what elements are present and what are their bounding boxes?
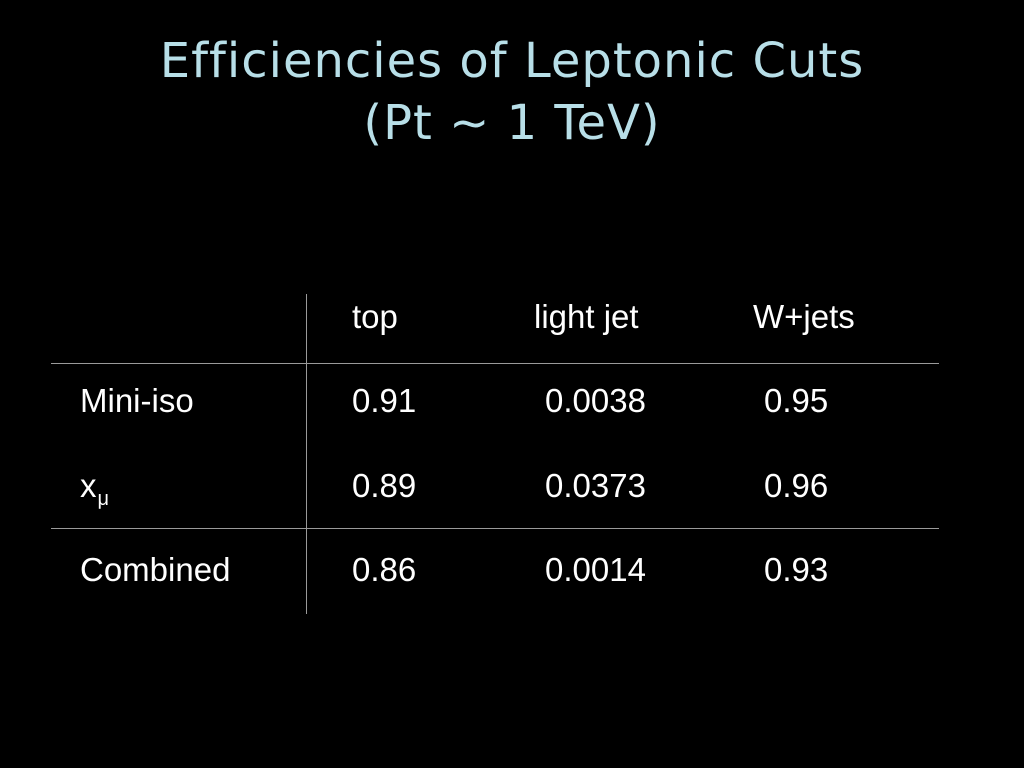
cell-combined-w-jets: 0.93 xyxy=(764,551,829,588)
combined-divider xyxy=(51,528,939,529)
row-label-combined: Combined xyxy=(80,550,230,590)
cell-mini-iso-light-jet: 0.0038 xyxy=(545,382,646,419)
table-vertical-divider xyxy=(306,294,307,614)
column-header-top: top xyxy=(352,298,398,335)
row-label-mini-iso: Mini-iso xyxy=(80,381,194,421)
column-header-w-jets: W+jets xyxy=(753,298,855,335)
row-label-subscript: μ xyxy=(97,488,110,510)
row-label-x-mu: xμ xyxy=(80,466,109,511)
cell-x-mu-w-jets: 0.96 xyxy=(764,467,829,504)
cell-combined-light-jet: 0.0014 xyxy=(545,551,646,588)
row-label-text: x xyxy=(80,467,97,504)
row-label-text: Combined xyxy=(80,551,231,588)
row-label-text: Mini-iso xyxy=(80,382,194,419)
cell-mini-iso-w-jets: 0.95 xyxy=(764,382,829,419)
header-divider xyxy=(51,363,939,364)
column-header-light-jet: light jet xyxy=(534,298,639,335)
title-line-2: (Pt ~ 1 TeV) xyxy=(363,95,661,151)
cell-combined-top: 0.86 xyxy=(352,551,417,588)
slide-title: Efficiencies of Leptonic Cuts (Pt ~ 1 Te… xyxy=(0,30,1024,154)
cell-mini-iso-top: 0.91 xyxy=(352,382,417,419)
title-line-1: Efficiencies of Leptonic Cuts xyxy=(159,33,865,89)
cell-x-mu-light-jet: 0.0373 xyxy=(545,467,646,504)
cell-x-mu-top: 0.89 xyxy=(352,467,417,504)
